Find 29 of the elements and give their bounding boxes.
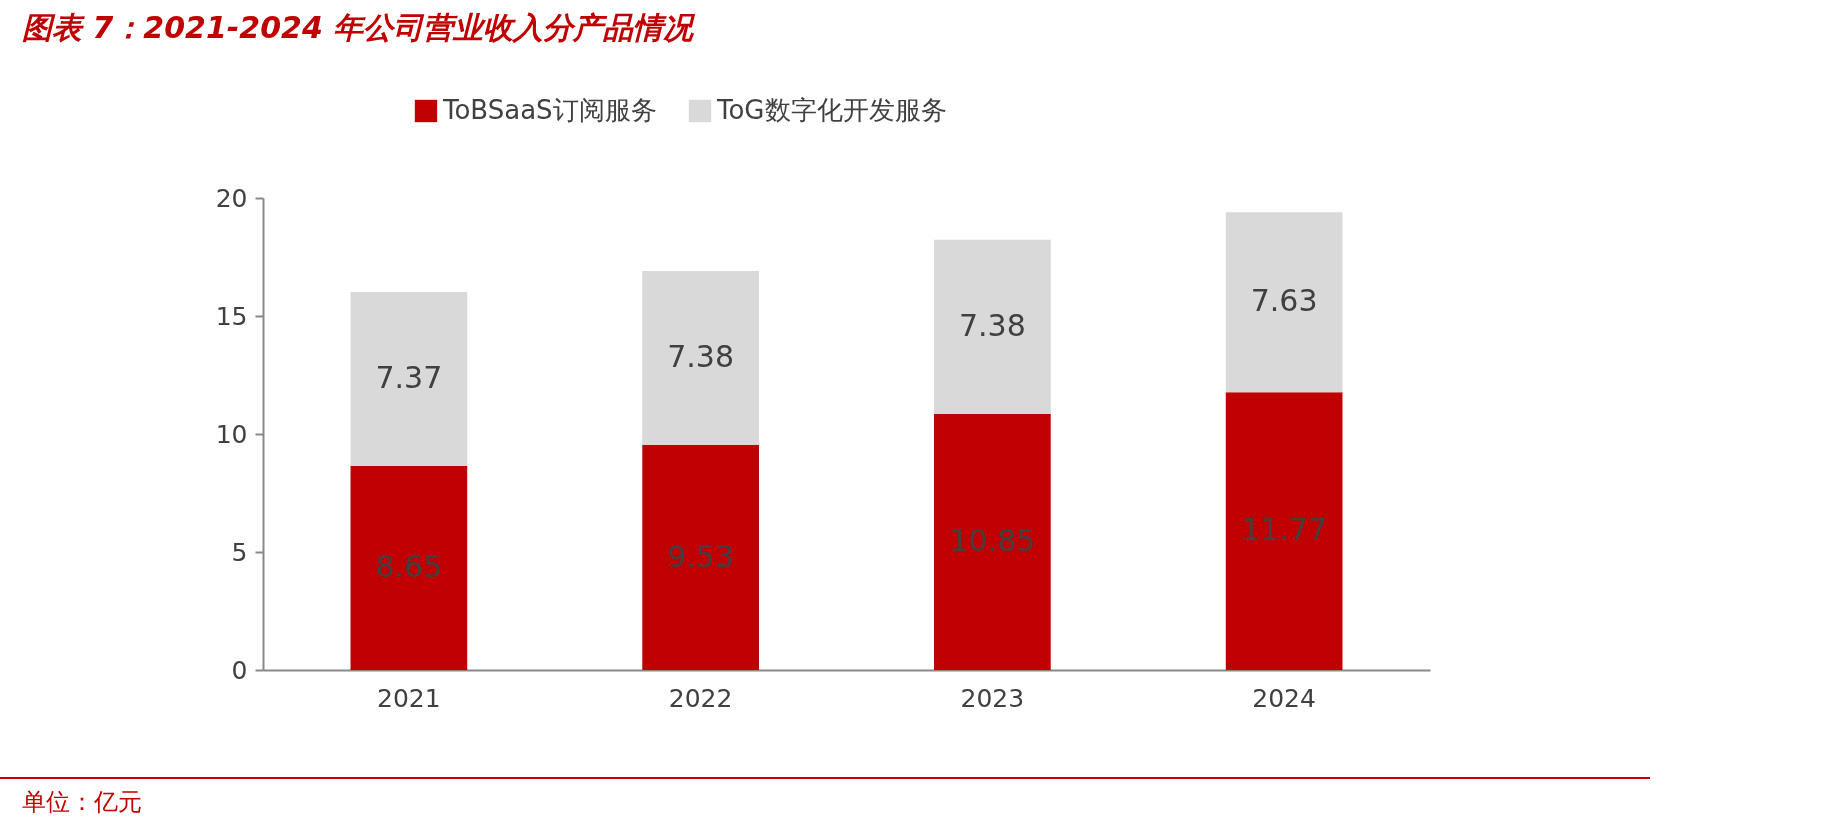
y-tick-label: 0 xyxy=(231,655,248,685)
bar xyxy=(350,465,468,670)
y-tick-label: 5 xyxy=(231,537,248,567)
x-tick-label: 2023 xyxy=(960,683,1025,713)
y-tick-label: 20 xyxy=(215,183,248,213)
bar xyxy=(642,270,759,446)
bar xyxy=(350,291,468,466)
data-label: 7.38 xyxy=(958,307,1026,343)
data-label: 8.65 xyxy=(375,548,443,584)
x-tick-label: 2022 xyxy=(668,683,733,713)
data-label: 9.53 xyxy=(667,538,735,574)
x-tick-label: 2024 xyxy=(1252,683,1316,713)
data-label: 7.38 xyxy=(667,339,735,375)
bar xyxy=(934,413,1051,670)
chart-title: 图表 7：2021-2024 年公司营业收入分产品情况 xyxy=(22,9,694,47)
bar xyxy=(1225,212,1343,393)
data-label: 11.77 xyxy=(1241,512,1328,548)
bar xyxy=(642,445,759,670)
bar xyxy=(1225,392,1343,670)
text: 单位：亿元 xyxy=(22,787,142,818)
data-label: 10.85 xyxy=(949,522,1036,558)
legend-label: ToBSaaS订阅服务 xyxy=(442,95,657,125)
x-tick-label: 2021 xyxy=(377,683,441,713)
data-label: 7.63 xyxy=(1250,283,1318,319)
data-label: 7.37 xyxy=(375,359,443,395)
legend-label: ToG数字化开发服务 xyxy=(716,95,947,125)
y-tick-label: 15 xyxy=(215,301,248,331)
y-tick-label: 10 xyxy=(215,419,248,449)
bar xyxy=(934,239,1051,414)
